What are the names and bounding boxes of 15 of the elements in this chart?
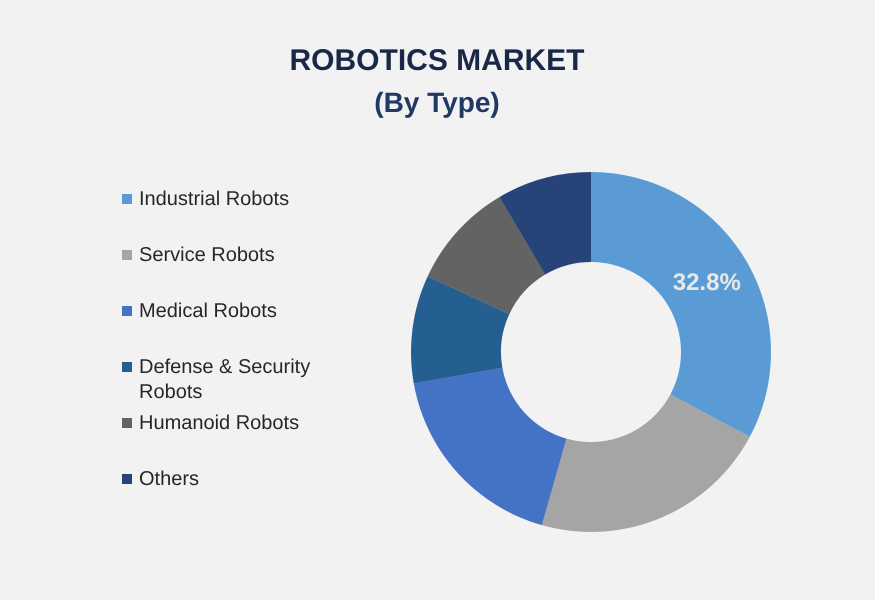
donut-slice: [499, 172, 591, 275]
legend-label: Medical Robots: [139, 300, 277, 322]
donut-slice: [591, 172, 771, 437]
legend-label: Humanoid Robots: [139, 412, 300, 434]
donut-slice: [414, 368, 566, 526]
donut-slice: [542, 394, 750, 532]
legend-label: Service Robots: [139, 244, 275, 266]
legend-label: Others: [139, 468, 200, 490]
data-label: 32.8%: [672, 269, 741, 296]
donut-slice: [411, 276, 510, 384]
legend-label: Industrial Robots: [139, 188, 290, 210]
legend-label: Defense & Security Robots: [139, 356, 310, 403]
chart-title: ROBOTICS MARKET: [290, 44, 584, 77]
donut-slice: [428, 197, 546, 314]
chart-subtitle: (By Type): [374, 87, 500, 118]
